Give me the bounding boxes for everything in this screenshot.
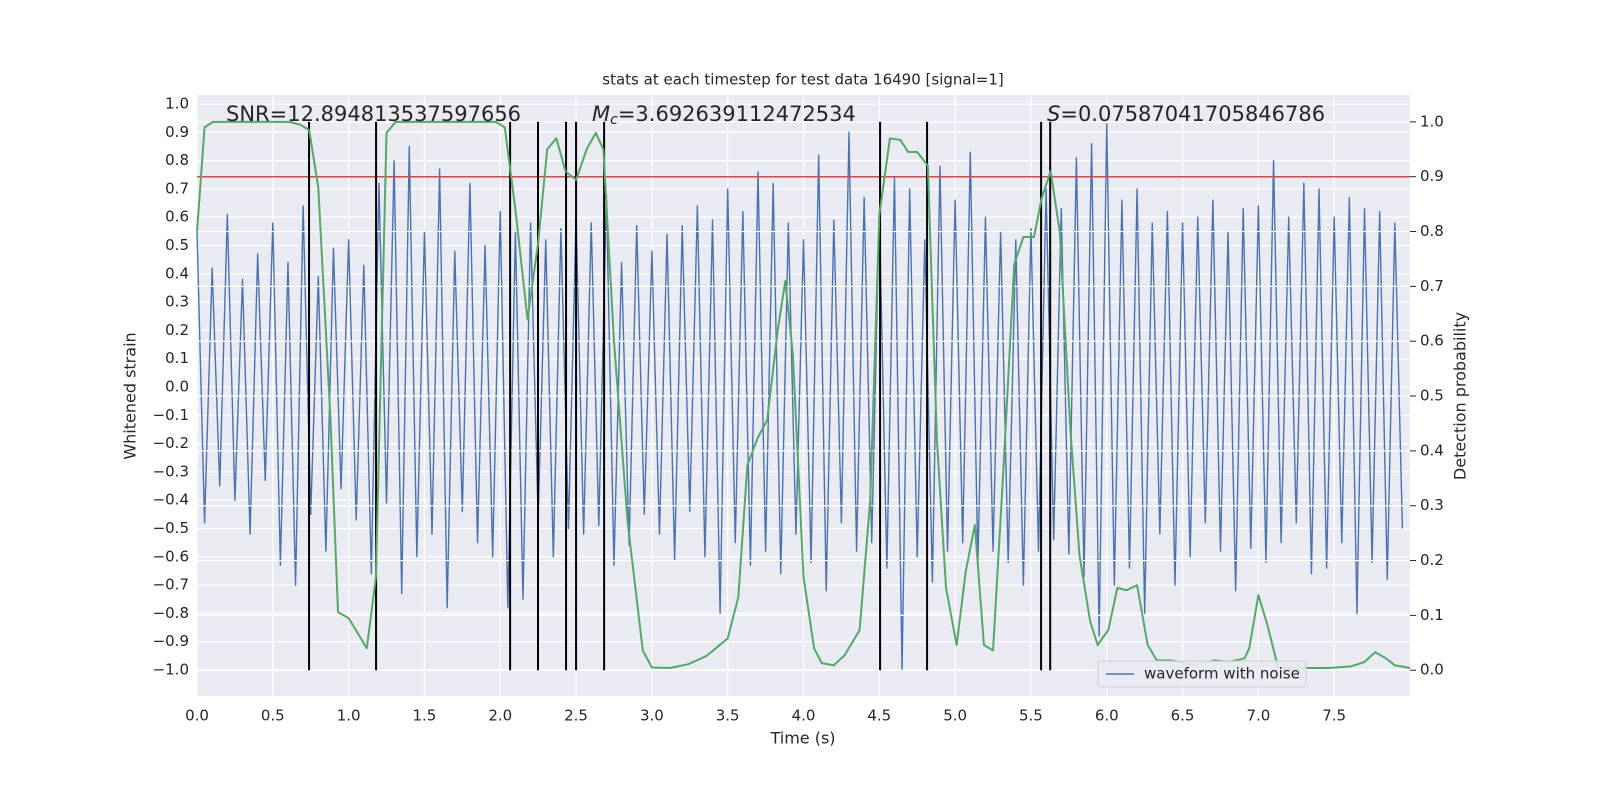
y2-tick-label: 0.4 (1420, 441, 1444, 459)
y2-tick-label: 0.3 (1420, 496, 1444, 514)
chart-title: stats at each timestep for test data 164… (602, 71, 1003, 89)
plot-layer (196, 95, 1411, 696)
y-tick-label: 0.2 (165, 321, 189, 339)
y-tick-label: −0.6 (153, 547, 189, 565)
x-tick-label: 0.0 (185, 707, 209, 725)
y-tick-label: 0.7 (165, 179, 189, 197)
y-tick-label: 0.1 (165, 349, 189, 367)
line-series (196, 123, 1404, 671)
y-tick-label: −0.9 (153, 632, 189, 650)
y-tick-label: −1.0 (153, 660, 189, 678)
y-tick-label: −0.7 (153, 576, 189, 594)
annotation-subscript: c (610, 112, 618, 128)
y-tick-label: −0.1 (153, 406, 189, 424)
x-tick-label: 2.0 (488, 707, 512, 725)
x-tick-label: 0.5 (261, 707, 285, 725)
x-tick-label: 7.0 (1246, 707, 1270, 725)
x-tick-label: 6.0 (1095, 707, 1119, 725)
x-tick-label: 2.5 (564, 707, 588, 725)
annotation: SNR=12.894813537597656 (226, 102, 521, 126)
y2-tick-label: 0.9 (1420, 167, 1444, 185)
y2-axis-label: Detection probability (1451, 312, 1470, 480)
y2-tick-label: 1.0 (1420, 112, 1444, 130)
y-tick-label: −0.3 (153, 462, 189, 480)
y-tick-label: −0.2 (153, 434, 189, 452)
y-tick-label: 0.0 (165, 378, 189, 396)
y-tick-label: 0.6 (165, 208, 189, 226)
y-tick-label: 0.9 (165, 123, 189, 141)
y-tick-label: 0.3 (165, 293, 189, 311)
legend-box (1097, 660, 1307, 688)
annotation-text: =3.692639112472534 (618, 102, 856, 126)
y2-tick-label: 0.7 (1420, 277, 1444, 295)
x-tick-label: 1.0 (337, 707, 361, 725)
annotation-text: SNR=12.894813537597656 (226, 102, 521, 126)
y2-tick-label: 0.0 (1420, 661, 1444, 679)
y2-tick-label: 0.1 (1420, 606, 1444, 624)
y-tick-label: 1.0 (165, 95, 189, 113)
x-tick-label: 7.5 (1322, 707, 1346, 725)
annotation-text: =0.07587041705846786 (1060, 102, 1325, 126)
annotation: Mc=3.692639112472534 (592, 102, 856, 128)
y-tick-label: −0.5 (153, 519, 189, 537)
y-tick-label: 0.4 (165, 264, 189, 282)
x-tick-label: 4.5 (867, 707, 891, 725)
x-axis-label: Time (s) (769, 729, 835, 748)
legend-label: waveform with noise (1144, 665, 1300, 683)
annotation-symbol: S (1047, 102, 1060, 126)
x-tick-label: 4.0 (792, 707, 816, 725)
y2-tick-label: 0.8 (1420, 222, 1444, 240)
y-tick-label: 0.5 (165, 236, 189, 254)
y2-tick-label: 0.6 (1420, 332, 1444, 350)
y-tick-label: −0.8 (153, 604, 189, 622)
x-tick-label: 1.5 (413, 707, 437, 725)
y2-tick-label: 0.5 (1420, 387, 1444, 405)
annotation-symbol: M (592, 102, 610, 126)
y-tick-label: 0.8 (165, 151, 189, 169)
x-tick-label: 5.0 (943, 707, 967, 725)
x-tick-label: 6.5 (1171, 707, 1195, 725)
x-tick-label: 3.5 (716, 707, 740, 725)
y2-tick-label: 0.2 (1420, 551, 1444, 569)
y-axis-label: Whitened strain (121, 332, 140, 459)
x-tick-label: 5.5 (1019, 707, 1043, 725)
x-tick-label: 3.0 (640, 707, 664, 725)
y-tick-label: −0.4 (153, 491, 189, 509)
annotation: S=0.07587041705846786 (1047, 102, 1325, 126)
